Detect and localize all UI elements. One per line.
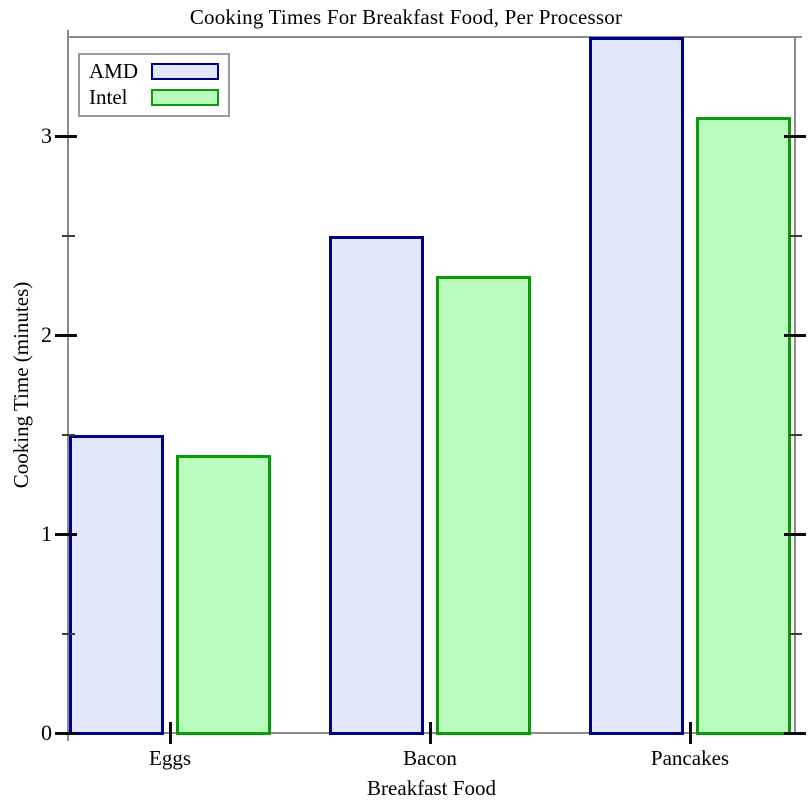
bar-intel-bacon: [436, 275, 531, 735]
x-tick-label: Eggs: [149, 746, 191, 770]
top-frame-line: [67, 36, 802, 38]
bar-amd-eggs: [69, 434, 164, 735]
x-tick: [429, 722, 432, 744]
legend-item-intel: Intel: [89, 84, 219, 110]
y-tick-label: 3: [41, 123, 52, 149]
x-tick: [169, 722, 172, 744]
y-minor-tick-left: [62, 234, 75, 237]
bar-intel-eggs: [176, 454, 271, 735]
y-major-tick-right: [784, 135, 806, 139]
y-major-tick-left: [55, 334, 77, 338]
y-major-tick-right: [784, 533, 806, 537]
bar-intel-pancakes: [696, 116, 791, 735]
y-tick-label: 1: [41, 521, 52, 547]
legend-label-intel: Intel: [89, 85, 128, 109]
y-major-tick-right: [784, 732, 806, 735]
y-minor-tick-left: [62, 433, 75, 436]
bar-amd-bacon: [329, 235, 424, 735]
y-tick-label: 0: [41, 720, 52, 745]
y-minor-tick-left: [62, 632, 75, 635]
y-minor-tick-right: [789, 433, 802, 436]
y-major-tick-right: [784, 334, 806, 338]
y-major-tick-left: [55, 533, 77, 537]
chart-title: Cooking Times For Breakfast Food, Per Pr…: [189, 5, 623, 29]
x-axis-line: [60, 732, 806, 734]
x-axis-label: Breakfast Food: [367, 776, 496, 800]
legend: AMD Intel: [78, 53, 230, 117]
legend-swatch-amd: [151, 62, 219, 80]
legend-label-amd: AMD: [89, 59, 139, 83]
bar-amd-pancakes: [589, 37, 684, 735]
y-axis-line: [67, 30, 69, 741]
legend-swatch-intel: [151, 88, 219, 106]
x-tick-label: Bacon: [403, 746, 457, 770]
y-major-tick-left: [55, 732, 77, 735]
y-minor-tick-right: [789, 632, 802, 635]
x-tick: [689, 722, 692, 744]
y-minor-tick-right: [789, 234, 802, 237]
legend-item-amd: AMD: [89, 58, 219, 84]
y-tick-label: 2: [41, 322, 52, 348]
y-major-tick-left: [55, 135, 77, 139]
right-axis-line: [794, 37, 796, 734]
x-tick-label: Pancakes: [650, 746, 730, 770]
